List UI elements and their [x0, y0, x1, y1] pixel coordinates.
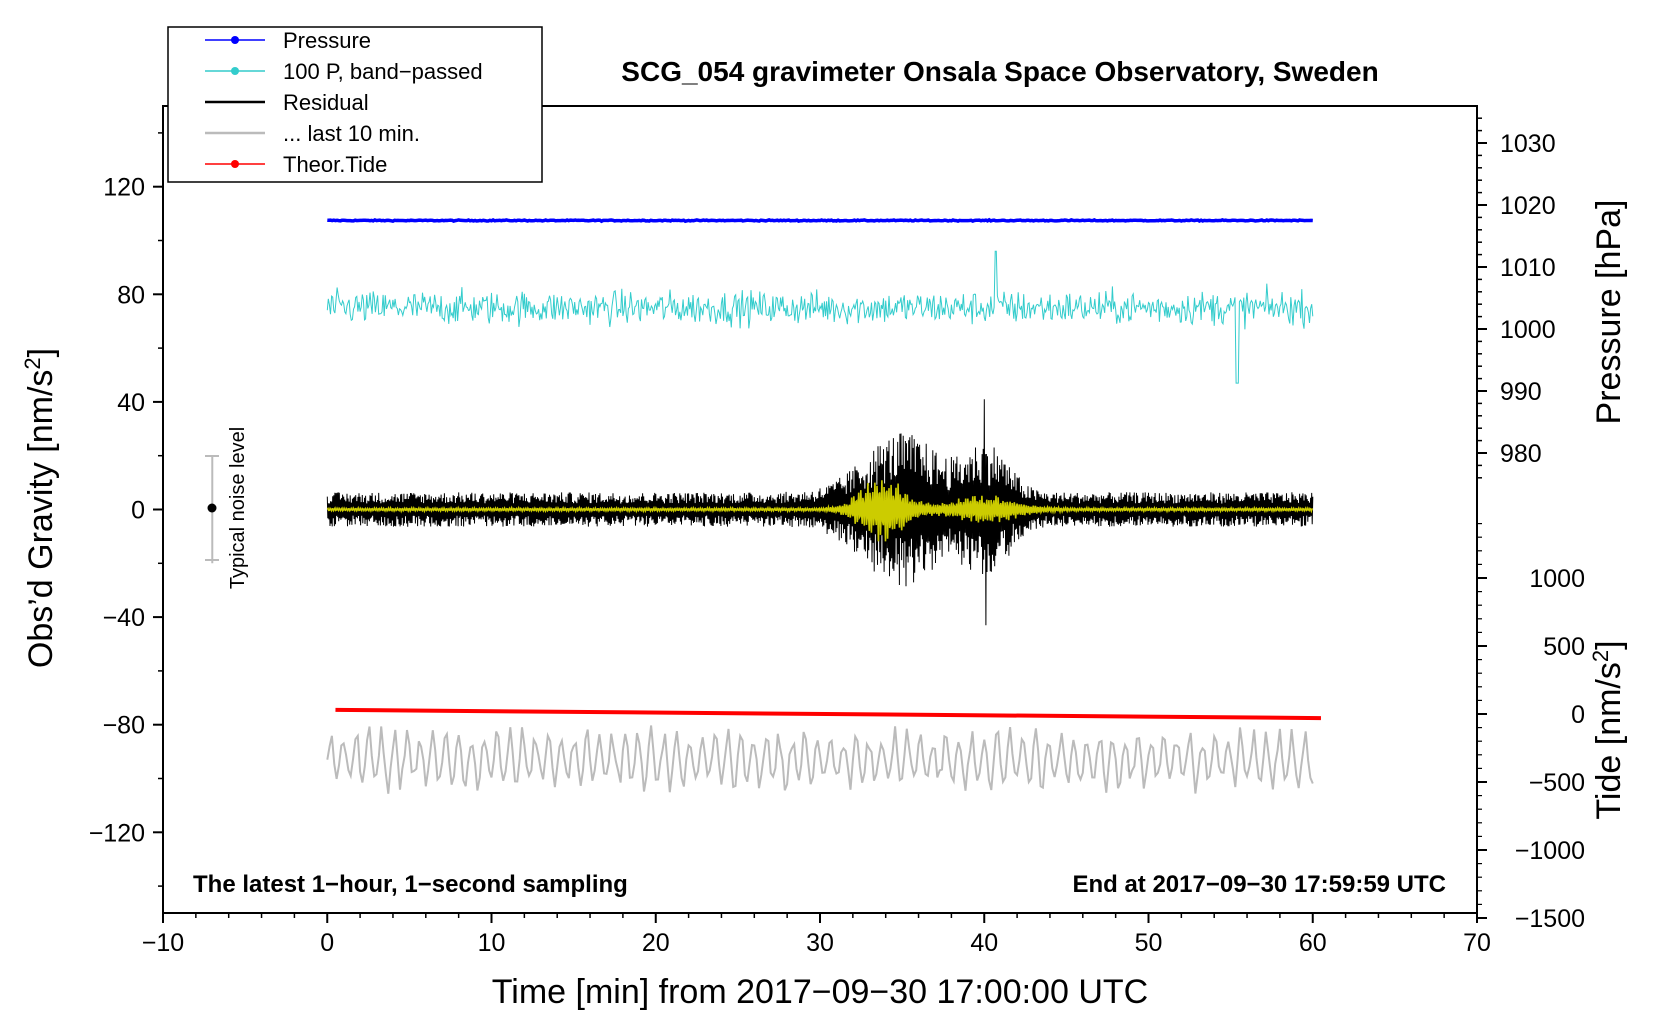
series-bandpassed-line	[326, 250, 1314, 384]
x-tick-label: 60	[1299, 929, 1327, 957]
legend: Pressure 100 P, band−passed Residual ... la…	[167, 26, 543, 183]
series-pressure-line	[327, 217, 1313, 224]
noise-bar-center-dot	[207, 503, 217, 513]
pressure-tick-label: 1020	[1500, 192, 1556, 220]
axes-layer: −10 0 10 20 30 40 50 60 7012080400−40−80−1201030…	[89, 117, 1585, 957]
series-tide-line	[335, 707, 1321, 721]
x-tick-label: 70	[1463, 929, 1491, 957]
y-left-title-close: ]	[22, 348, 60, 357]
tide-tick-label: 1000	[1529, 565, 1585, 593]
chart-title: SCG_054 gravimeter Onsala Space Observat…	[621, 56, 1378, 87]
x-tick-label: −10	[142, 929, 184, 957]
series-layer	[326, 217, 1321, 794]
series-residual-line	[326, 399, 1314, 626]
legend-box	[167, 26, 543, 183]
noise-level-label: Typical noise level	[227, 427, 249, 589]
y-axis-left-title: Obs’d Gravity [nm/s2]	[20, 348, 60, 668]
x-tick-label: 40	[970, 929, 998, 957]
tide-title-sup: 2	[1588, 650, 1613, 662]
legend-items: Pressure 100 P, band−passed Residual ... la…	[205, 28, 483, 177]
legend-item: Theor.Tide	[205, 152, 387, 177]
x-tick-label: 10	[478, 929, 506, 957]
pressure-tick-label: 1000	[1500, 316, 1556, 344]
tide-tick-label: 500	[1543, 633, 1585, 661]
legend-item: ... last 10 min.	[205, 121, 420, 146]
y-left-tick-label: −40	[103, 604, 145, 632]
annotation-latest-hour: The latest 1−hour, 1−second sampling	[193, 871, 628, 898]
y-left-tick-label: 80	[117, 281, 145, 309]
y-left-tick-label: −120	[89, 819, 145, 847]
y-left-tick-label: −80	[103, 712, 145, 740]
tide-title-close: ]	[1590, 640, 1628, 649]
legend-item: 100 P, band−passed	[205, 59, 483, 84]
x-tick-label: 20	[642, 929, 670, 957]
pressure-tick-label: 980	[1500, 440, 1542, 468]
legend-label: 100 P, band−passed	[283, 59, 483, 84]
legend-item: Residual	[205, 90, 369, 115]
legend-marker	[231, 36, 239, 44]
y-axis-tide-title: Tide [nm/s2]	[1588, 640, 1628, 819]
legend-marker	[231, 67, 239, 75]
y-left-tick-label: 40	[117, 389, 145, 417]
tide-title-text: Tide [nm/s	[1590, 662, 1628, 819]
legend-label: ... last 10 min.	[283, 121, 420, 146]
y-left-title-text: Obs’d Gravity [nm/s	[22, 370, 60, 669]
y-left-title-sup: 2	[20, 357, 45, 369]
noise-level-indicator: Typical noise level	[205, 427, 249, 589]
legend-item: Pressure	[205, 28, 371, 53]
y-axis-pressure-title: Pressure [hPa]	[1590, 200, 1628, 425]
legend-label: Residual	[283, 90, 369, 115]
x-axis-title: Time [min] from 2017−09−30 17:00:00 UTC	[492, 973, 1148, 1011]
pressure-tick-label: 1030	[1500, 130, 1556, 158]
x-tick-label: 30	[806, 929, 834, 957]
pressure-tick-label: 1010	[1500, 254, 1556, 282]
tide-tick-label: −1000	[1515, 837, 1585, 865]
legend-label: Theor.Tide	[283, 152, 387, 177]
series-last10min-line	[326, 725, 1314, 794]
tide-tick-label: −500	[1529, 769, 1585, 797]
annotation-end-time: End at 2017−09−30 17:59:59 UTC	[1072, 871, 1446, 898]
x-tick-label: 0	[320, 929, 334, 957]
pressure-tick-label: 990	[1500, 378, 1542, 406]
x-tick-label: 50	[1135, 929, 1163, 957]
tide-tick-label: 0	[1571, 701, 1585, 729]
y-left-tick-label: 120	[103, 174, 145, 202]
legend-marker	[231, 160, 239, 168]
tide-tick-label: −1500	[1515, 905, 1585, 933]
legend-label: Pressure	[283, 28, 371, 53]
y-left-tick-label: 0	[131, 497, 145, 525]
series-residual-smoothed-line	[326, 480, 1314, 542]
